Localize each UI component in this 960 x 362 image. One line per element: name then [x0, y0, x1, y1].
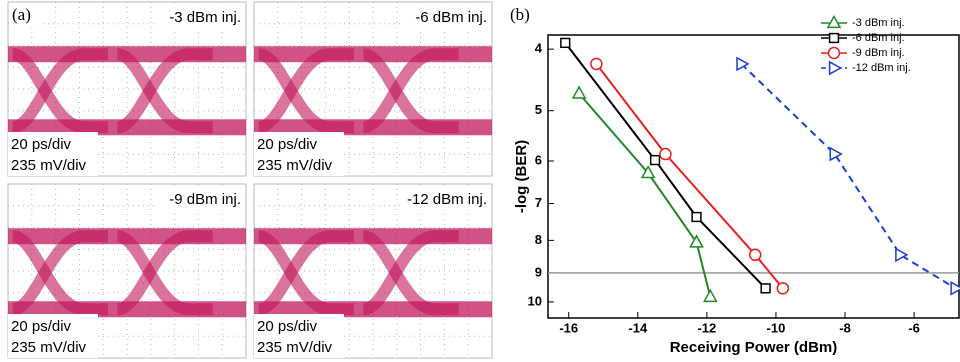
marker — [896, 249, 907, 261]
eye-panel: -9 dBm inj. 20 ps/div 235 mV/div — [8, 184, 246, 358]
legend-marker — [830, 62, 841, 74]
y-tick-label: 5 — [535, 102, 542, 117]
series-line — [565, 43, 765, 288]
series — [573, 87, 716, 301]
legend-marker — [829, 48, 840, 59]
legend-marker — [830, 34, 839, 43]
volt-scale: 235 mV/div — [11, 339, 87, 356]
legend-label: -3 dBm inj. — [852, 17, 905, 29]
y-tick-label: 9 — [535, 264, 542, 279]
marker — [573, 87, 585, 98]
time-scale: 20 ps/div — [257, 136, 318, 153]
series-line — [741, 64, 955, 288]
marker — [830, 148, 841, 160]
eye-power: -6 dBm inj. — [415, 9, 487, 26]
y-tick-label: 4 — [535, 41, 543, 56]
volt-scale: 235 mV/div — [257, 339, 333, 356]
marker — [651, 156, 660, 165]
marker — [777, 283, 788, 294]
ber-chart: (b) -16 -14 -12 -10 -8 -6 4 5 6 7 8 9 10 Receiving Pow… — [510, 5, 960, 356]
marker — [704, 290, 716, 301]
series — [561, 38, 770, 292]
time-scale: 20 ps/div — [11, 136, 72, 153]
x-tick-label: -16 — [559, 320, 578, 335]
x-tick-label: -12 — [697, 320, 716, 335]
legend-label: -9 dBm inj. — [852, 47, 905, 59]
marker — [761, 284, 770, 293]
legend-label: -6 dBm inj. — [852, 32, 905, 44]
eye-panel: -3 dBm inj. 20 ps/div 235 mV/div — [8, 2, 246, 176]
figure: -3 dBm inj.20 ps/div235 mV/div-6 dBm inj… — [0, 0, 960, 362]
eye-power: -12 dBm inj. — [407, 191, 487, 208]
legend-marker — [828, 16, 840, 27]
volt-scale: 235 mV/div — [11, 157, 87, 174]
panel-label: (a) — [12, 5, 31, 24]
y-tick-label: 7 — [535, 195, 542, 210]
y-axis-title: -log (BER) — [513, 140, 530, 213]
eye-panel: -12 dBm inj. 20 ps/div 235 mV/div — [254, 184, 492, 358]
x-tick-label: -10 — [767, 320, 786, 335]
eye-power: -9 dBm inj. — [169, 191, 241, 208]
volt-scale: 235 mV/div — [257, 157, 333, 174]
marker — [692, 213, 701, 222]
panel-label: (b) — [510, 5, 530, 24]
series — [737, 58, 960, 295]
eye-panel: -6 dBm inj. 20 ps/div 235 mV/div — [254, 2, 492, 176]
marker — [750, 249, 761, 260]
marker — [561, 38, 570, 47]
x-tick-label: -8 — [839, 320, 851, 335]
y-tick-label: 8 — [535, 232, 542, 247]
x-tick-label: -14 — [628, 320, 648, 335]
series — [591, 58, 789, 293]
eye-power: -3 dBm inj. — [169, 9, 241, 26]
y-tick-label: 10 — [528, 293, 542, 308]
marker — [660, 149, 671, 160]
time-scale: 20 ps/div — [257, 318, 318, 335]
y-tick-label: 6 — [535, 152, 542, 167]
marker — [591, 58, 602, 69]
series-line — [579, 94, 710, 297]
time-scale: 20 ps/div — [11, 318, 72, 335]
x-tick-label: -6 — [908, 320, 920, 335]
x-axis-title: Receiving Power (dBm) — [670, 339, 838, 356]
legend-label: -12 dBm inj. — [852, 62, 911, 74]
